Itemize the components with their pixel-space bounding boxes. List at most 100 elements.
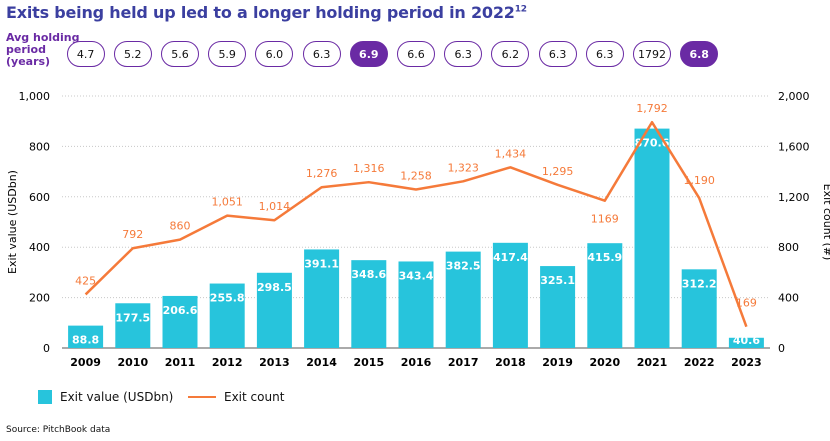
y2-tick-label: 1,200 <box>778 191 810 204</box>
y-tick-label: 200 <box>29 292 50 305</box>
holding-period-pill: 1792 <box>633 41 671 67</box>
bar-value-label: 325.1 <box>540 274 575 287</box>
bar <box>304 249 340 348</box>
line-value-label: 1,276 <box>306 167 338 180</box>
bar-value-label: 391.1 <box>304 257 339 270</box>
x-tick-label: 2020 <box>589 356 620 369</box>
y2-tick-label: 0 <box>778 342 785 355</box>
line-value-label: 1,316 <box>353 162 385 175</box>
legend-label: Exit value (USDbn) <box>60 390 174 404</box>
bar <box>540 266 576 348</box>
x-tick-label: 2016 <box>401 356 432 369</box>
y2-tick-label: 1,600 <box>778 140 810 153</box>
y-tick-label: 800 <box>29 140 50 153</box>
bar <box>634 128 670 348</box>
x-tick-label: 2013 <box>259 356 290 369</box>
line-value-label: 1,190 <box>683 174 715 187</box>
bar <box>115 303 151 348</box>
bar <box>587 243 623 348</box>
x-tick-label: 2018 <box>495 356 526 369</box>
x-tick-label: 2009 <box>70 356 101 369</box>
y-tick-label: 0 <box>43 342 50 355</box>
y2-axis-title: Exit count (#) <box>821 184 830 261</box>
bar-value-label: 206.6 <box>163 304 198 317</box>
x-tick-label: 2023 <box>731 356 762 369</box>
x-tick-label: 2010 <box>117 356 148 369</box>
holding-period-pill: 6.6 <box>397 41 435 67</box>
line-value-label: 425 <box>75 274 96 287</box>
bar-value-label: 40.6 <box>733 334 760 347</box>
legend-swatch-bar <box>38 390 52 404</box>
legend-item-exit-count: Exit count <box>188 390 284 404</box>
x-tick-label: 2021 <box>637 356 668 369</box>
bar-value-label: 255.8 <box>210 292 245 305</box>
bar <box>209 283 245 348</box>
exit-count-line <box>84 120 748 328</box>
holding-period-pill: 6.2 <box>491 41 530 67</box>
bar-value-label: 177.5 <box>115 311 150 324</box>
line-value-label: 1,258 <box>400 169 432 182</box>
bar <box>256 272 292 348</box>
line-value-label: 1,014 <box>259 200 291 213</box>
bar <box>445 251 481 348</box>
line-value-label: 792 <box>122 228 143 241</box>
holding-period-pill: 6.9 <box>349 41 388 67</box>
bar <box>162 295 198 348</box>
x-tick-label: 2017 <box>448 356 479 369</box>
legend-swatch-line <box>188 395 216 399</box>
legend-item-exit-value: Exit value (USDbn) <box>38 390 173 404</box>
line-value-label: 1169 <box>591 213 619 226</box>
line-value-label: 1,792 <box>636 102 668 115</box>
holding-period-pill: 6.3 <box>585 41 624 67</box>
bar-value-label: 348.6 <box>351 268 386 281</box>
bar-value-label: 88.8 <box>72 334 99 347</box>
bar <box>492 242 528 348</box>
legend-label: Exit count <box>224 390 285 404</box>
holding-period-pill: 6.8 <box>680 41 719 67</box>
holding-period-pill: 5.6 <box>161 41 199 67</box>
holding-period-pill: 6.3 <box>444 41 483 67</box>
x-tick-label: 2015 <box>353 356 384 369</box>
line-value-label: 1,434 <box>495 147 527 160</box>
line-value-label: 1,295 <box>542 165 574 178</box>
line-value-label: 169 <box>736 297 757 310</box>
y-tick-label: 400 <box>29 241 50 254</box>
y-tick-label: 600 <box>29 191 50 204</box>
y-axis-title: Exit value (USDbn) <box>6 170 19 274</box>
y2-tick-label: 400 <box>778 292 799 305</box>
y2-tick-label: 800 <box>778 241 799 254</box>
holding-label-line: period <box>6 43 46 56</box>
line-value-label: 860 <box>170 220 191 233</box>
x-tick-label: 2022 <box>684 356 715 369</box>
holding-label-line: Avg holding <box>6 31 80 44</box>
holding-period-pill: 5.2 <box>113 41 152 67</box>
holding-period-pill: 6.0 <box>255 41 294 67</box>
x-tick-label: 2011 <box>165 356 196 369</box>
holding-period-label: Avg holding period (years) <box>6 31 80 68</box>
bar-value-label: 298.5 <box>257 281 292 294</box>
holding-period-pill: 4.7 <box>66 41 105 67</box>
bar-value-label: 343.4 <box>399 269 434 282</box>
x-tick-label: 2019 <box>542 356 573 369</box>
holding-period-pill: 5.9 <box>208 41 247 67</box>
line-value-label: 1,051 <box>211 196 243 209</box>
holding-period-pill: 6.3 <box>538 41 577 67</box>
bar <box>68 325 104 348</box>
bar <box>728 337 764 348</box>
bar-value-label: 382.5 <box>446 260 481 273</box>
bar-value-label: 415.9 <box>587 251 622 264</box>
y-tick-label: 1,000 <box>19 90 51 103</box>
bar-value-label: 417.4 <box>493 251 528 264</box>
holding-period-pill: 6.3 <box>302 41 341 67</box>
x-tick-label: 2014 <box>306 356 337 369</box>
bar <box>351 260 387 348</box>
source-note: Source: PitchBook data <box>6 425 111 435</box>
chart-title: Exits being held up led to a longer hold… <box>6 3 527 22</box>
holding-label-line: (years) <box>6 55 51 68</box>
y2-tick-label: 2,000 <box>778 90 810 103</box>
line-value-label: 1,323 <box>447 161 479 174</box>
x-tick-label: 2012 <box>212 356 243 369</box>
bar-value-label: 870.6 <box>635 137 670 150</box>
bar <box>681 269 717 348</box>
